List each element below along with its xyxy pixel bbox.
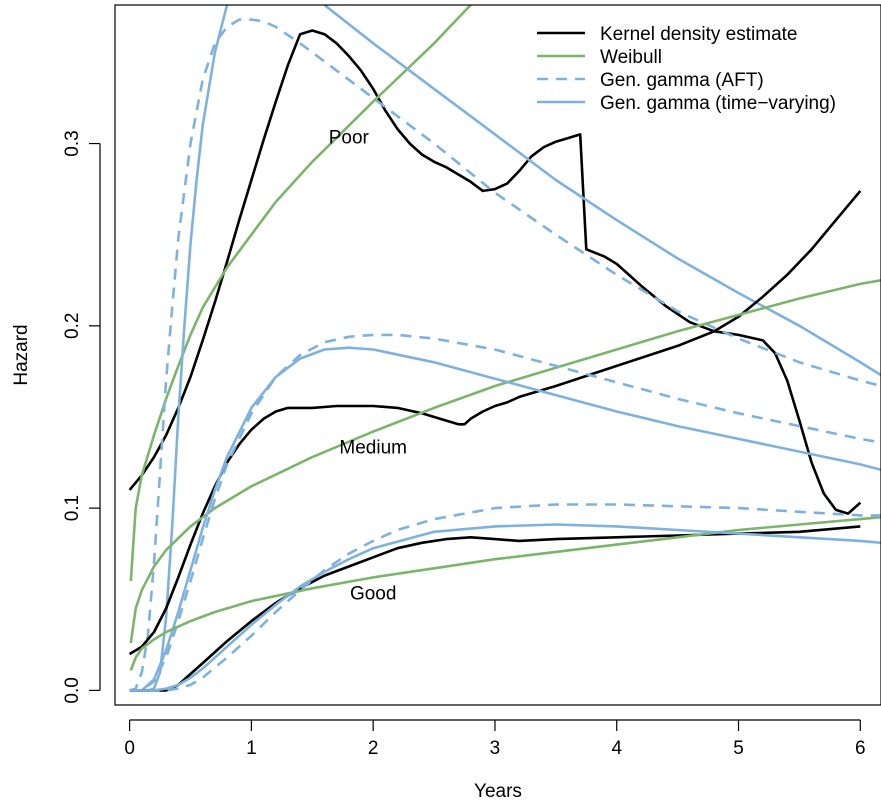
series-line-poor-weibull-1 (131, 5, 471, 581)
y-tick-label: 0.3 (62, 130, 83, 156)
series-line-medium-kernel-density-estimate-5 (130, 191, 861, 654)
x-tick-label: 5 (733, 738, 744, 759)
annotation-good: Good (350, 583, 396, 604)
x-tick-label: 3 (490, 738, 501, 759)
x-tick-label: 4 (611, 738, 622, 759)
series-line-poor-gen-gamma-aft-2 (130, 20, 881, 691)
x-axis: 0 1 2 3 4 5 6 (124, 720, 865, 759)
x-tick-label: 0 (124, 738, 135, 759)
legend-label-gen-gamma-time-varying: Gen. gamma (time−varying) (600, 93, 836, 114)
annotation-medium: Medium (339, 437, 407, 458)
series-line-medium-weibull-6 (131, 280, 881, 643)
x-tick-label: 2 (368, 738, 379, 759)
series-line-good-kernel-density-estimate-9 (130, 526, 861, 690)
x-tick-label: 6 (855, 738, 866, 759)
legend-label-weibull: Weibull (600, 47, 662, 68)
y-axis: 0.0 0.1 0.2 0.3 (62, 130, 100, 703)
series-line-medium-gen-gamma-time-varying-8 (130, 348, 881, 691)
series-line-medium-gen-gamma-aft-7 (130, 335, 881, 691)
legend-label-gen-gamma-aft: Gen. gamma (AFT) (600, 70, 764, 91)
x-axis-label: Years (474, 781, 522, 802)
legend-label-kernel-density-estimate: Kernel density estimate (600, 24, 798, 45)
y-tick-label: 0.1 (62, 495, 83, 521)
series-line-good-gen-gamma-time-varying-12 (130, 525, 881, 691)
annotation-poor: Poor (329, 128, 370, 149)
x-tick-label: 1 (246, 738, 257, 759)
y-axis-label: Hazard (11, 324, 32, 385)
y-tick-label: 0.0 (62, 677, 83, 703)
y-tick-label: 0.2 (62, 313, 83, 339)
annotation-layer: Poor Medium Good (329, 128, 407, 605)
